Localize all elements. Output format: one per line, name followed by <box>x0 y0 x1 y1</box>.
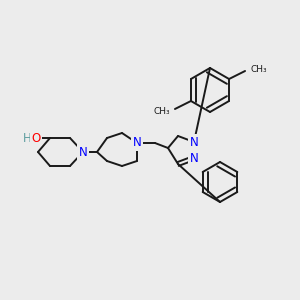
Text: CH₃: CH₃ <box>153 106 170 116</box>
Text: H: H <box>22 131 32 145</box>
Text: CH₃: CH₃ <box>250 64 267 74</box>
Text: N: N <box>190 136 198 148</box>
Text: O: O <box>32 131 40 145</box>
Text: N: N <box>190 152 198 164</box>
Text: N: N <box>79 146 87 158</box>
Text: N: N <box>133 136 141 149</box>
